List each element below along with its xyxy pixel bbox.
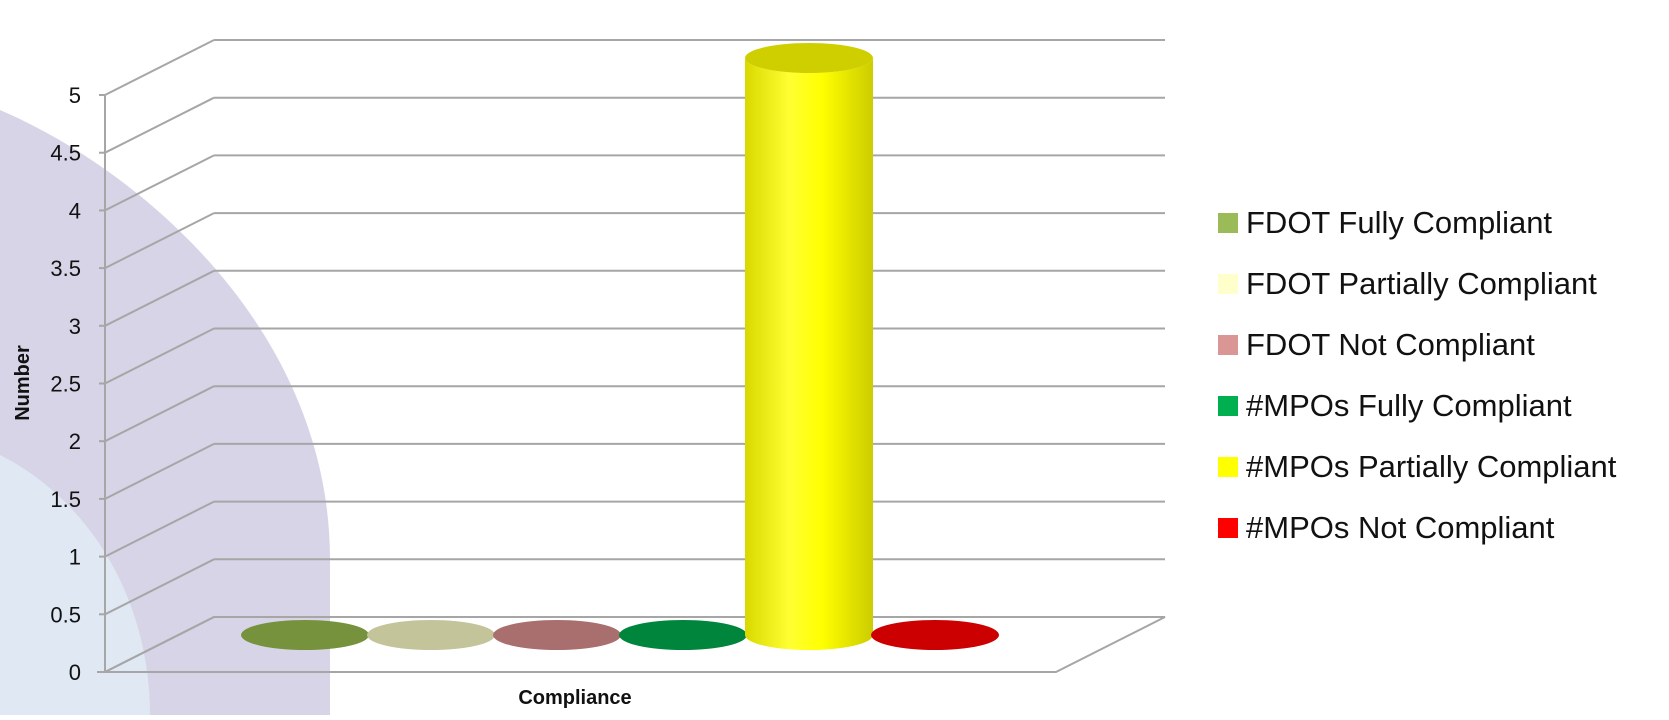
y-tick-label: 0.5: [50, 602, 81, 627]
legend-swatch: [1218, 395, 1238, 416]
bar-4: [619, 620, 747, 650]
legend-label: FDOT Not Compliant: [1246, 326, 1535, 362]
gridline-side: [104, 327, 215, 385]
legend-label: FDOT Partially Compliant: [1246, 265, 1597, 301]
y-tick-label: 4.5: [50, 141, 81, 166]
gridline-side: [104, 558, 215, 616]
legend-label: #MPOs Partially Compliant: [1246, 448, 1617, 484]
legend-swatch: [1218, 212, 1238, 233]
bar-6: [871, 620, 999, 650]
legend-item: #MPOs Fully Compliant: [1218, 375, 1616, 436]
bar-base: [241, 620, 369, 650]
legend-label: #MPOs Fully Compliant: [1246, 387, 1572, 423]
legend-label: #MPOs Not Compliant: [1246, 509, 1555, 545]
bar-body: [745, 58, 873, 650]
bar-3: [493, 620, 621, 650]
legend-swatch: [1218, 456, 1238, 477]
y-tick-label: 3.5: [50, 256, 81, 281]
gridline-side: [104, 385, 215, 443]
chart-floor: [104, 616, 1166, 673]
legend-item: #MPOs Not Compliant: [1218, 497, 1616, 558]
gridline-side: [104, 500, 215, 558]
legend-item: FDOT Partially Compliant: [1218, 253, 1616, 314]
background-swoosh-light: [0, 455, 150, 715]
legend-label: FDOT Fully Compliant: [1246, 204, 1553, 240]
y-axis-title: Number: [12, 345, 34, 421]
bar-5: [745, 43, 873, 650]
legend-swatch: [1218, 517, 1238, 538]
bar-1: [241, 620, 369, 650]
bar-base: [367, 620, 495, 650]
bar-base: [493, 620, 621, 650]
legend-swatch: [1218, 334, 1238, 355]
bar-2: [367, 620, 495, 650]
y-tick-label: 0: [69, 660, 81, 685]
bar-base: [871, 620, 999, 650]
legend-item: #MPOs Partially Compliant: [1218, 436, 1616, 497]
legend: FDOT Fully Compliant FDOT Partially Compl…: [1218, 192, 1616, 558]
bar-base: [619, 620, 747, 650]
gridline-side: [104, 96, 215, 154]
x-axis-title: Compliance: [518, 687, 631, 709]
y-tick-label: 4: [69, 198, 81, 223]
y-tick-label: 1: [69, 545, 81, 570]
y-tick-label: 1.5: [50, 487, 81, 512]
bar-top: [745, 43, 873, 73]
gridline-side: [104, 39, 215, 96]
y-tick-label: 5: [69, 83, 81, 108]
y-tick-label: 2.5: [50, 372, 81, 397]
legend-swatch: [1218, 273, 1238, 294]
gridline-side: [104, 269, 215, 327]
gridline-side: [104, 443, 215, 500]
y-tick-label: 2: [69, 429, 81, 454]
gridline-side: [104, 154, 215, 212]
y-tick-label: 3: [69, 314, 81, 339]
legend-item: FDOT Not Compliant: [1218, 314, 1616, 375]
gridline-side: [104, 212, 215, 269]
legend-item: FDOT Fully Compliant: [1218, 192, 1616, 253]
